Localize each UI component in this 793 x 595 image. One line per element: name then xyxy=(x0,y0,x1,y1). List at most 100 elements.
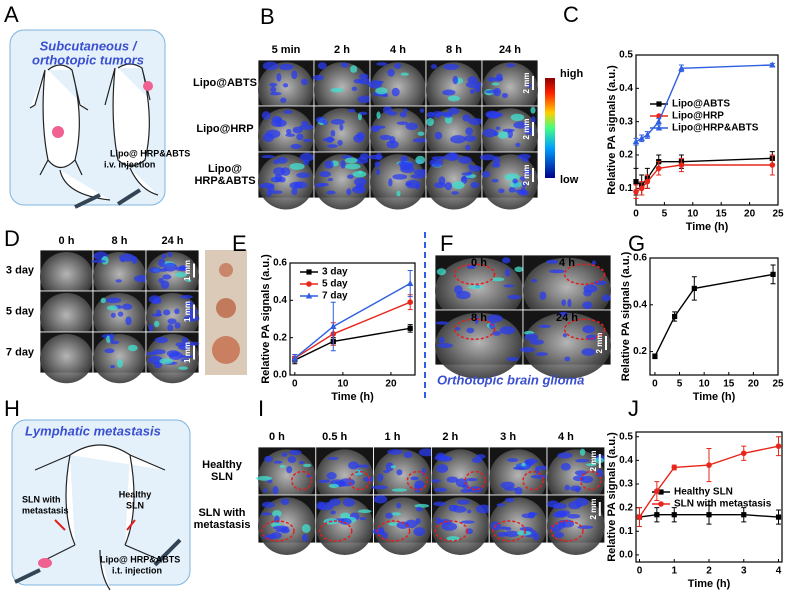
marker xyxy=(644,178,651,185)
us-signal xyxy=(375,152,383,161)
us-signal xyxy=(413,168,430,176)
us-signal xyxy=(462,114,471,122)
us-signal xyxy=(463,135,477,142)
marker xyxy=(706,512,712,518)
us-signal xyxy=(302,463,312,468)
us-signal xyxy=(328,483,339,488)
us-signal xyxy=(517,153,531,160)
us-signal xyxy=(261,111,271,120)
us-signal xyxy=(279,464,286,469)
us-signal xyxy=(451,191,459,195)
us-signal xyxy=(259,182,275,189)
us-signal xyxy=(567,298,572,308)
us-signal xyxy=(348,461,359,470)
colorbar-label: low xyxy=(560,174,579,186)
us-signal xyxy=(595,469,604,478)
us-signal xyxy=(181,337,189,345)
us-signal xyxy=(279,63,294,71)
us-signal xyxy=(167,324,174,332)
us-image-tissue xyxy=(482,154,538,210)
us-signal xyxy=(400,72,409,76)
us-signal xyxy=(152,349,166,355)
y-tick-label: 0.2 xyxy=(619,502,633,513)
row-label: metastasis xyxy=(194,519,251,531)
injection-note: i.v. injection xyxy=(104,159,155,169)
us-signal xyxy=(406,182,413,187)
y-axis-label: Relative PA signals (a.u.) xyxy=(620,251,632,381)
us-signal xyxy=(327,456,339,460)
us-signal xyxy=(524,333,539,341)
us-signal xyxy=(466,478,478,482)
scale-label: 2 mm xyxy=(522,119,531,140)
plot-frame xyxy=(649,257,779,376)
us-signal xyxy=(447,95,461,102)
us-signal xyxy=(519,346,536,353)
us-signal xyxy=(385,512,393,519)
us-signal xyxy=(500,481,515,489)
us-image-tissue xyxy=(258,62,314,118)
us-signal xyxy=(351,185,366,194)
us-signal xyxy=(515,462,531,471)
us-signal xyxy=(521,158,529,162)
marker xyxy=(633,179,639,185)
legend-marker xyxy=(306,281,312,287)
us-signal xyxy=(115,279,122,283)
us-signal xyxy=(504,530,520,538)
us-signal xyxy=(323,479,331,483)
tumor-photo-content xyxy=(212,263,240,364)
us-signal xyxy=(344,157,358,164)
y-axis-label: Relative PA signals (a.u.) xyxy=(606,432,618,562)
time-label: 0 h xyxy=(471,257,487,269)
panel-label: H xyxy=(4,396,20,421)
mouse-drawings xyxy=(29,63,159,209)
us-signal xyxy=(530,106,536,114)
x-tick-label: 20 xyxy=(744,209,756,220)
us-signal xyxy=(280,498,290,505)
x-tick-label: 10 xyxy=(699,379,711,390)
us-signal xyxy=(392,173,408,180)
us-image-tissue xyxy=(314,108,370,164)
x-tick-label: 15 xyxy=(723,379,735,390)
us-signal xyxy=(396,521,410,529)
scale-label: 1 mm xyxy=(183,260,192,281)
row-label: Lipo@ xyxy=(208,163,242,175)
roi-circle xyxy=(406,470,429,491)
us-signal xyxy=(504,268,511,277)
us-signal xyxy=(339,478,356,487)
us-signal xyxy=(119,253,135,262)
marker xyxy=(644,131,651,138)
us-signal xyxy=(371,485,388,490)
us-signal xyxy=(301,78,308,86)
time-label: 4 h xyxy=(559,257,575,269)
scale-label: 1 mm xyxy=(183,301,192,322)
us-signal xyxy=(415,506,423,512)
scale-label: 2 mm xyxy=(595,333,604,354)
column-header: 0.5 h xyxy=(322,431,347,443)
us-signal xyxy=(291,187,298,196)
x-tick-label: 0 xyxy=(633,209,639,220)
marker xyxy=(741,512,747,518)
us-signal xyxy=(167,318,177,325)
us-signal xyxy=(554,510,567,518)
marker xyxy=(291,354,299,361)
panel-label: I xyxy=(258,396,264,421)
y-tick-label: 0.3 xyxy=(619,479,633,490)
us-signal xyxy=(465,144,471,151)
us-signal xyxy=(159,358,173,365)
us-signal xyxy=(546,259,559,264)
us-signal xyxy=(357,509,372,514)
us-signal xyxy=(530,339,544,345)
us-signal xyxy=(461,172,472,176)
us-signal xyxy=(184,300,194,308)
us-signal xyxy=(519,526,533,531)
us-signal xyxy=(356,131,365,140)
us-signal xyxy=(490,277,505,282)
us-signal xyxy=(386,140,399,149)
us-image-tissue xyxy=(482,62,538,118)
column-header: 1 h xyxy=(385,431,401,443)
panel-label: J xyxy=(628,396,639,421)
us-signal xyxy=(523,170,532,174)
us-signal xyxy=(504,497,515,503)
us-signal xyxy=(262,133,274,142)
